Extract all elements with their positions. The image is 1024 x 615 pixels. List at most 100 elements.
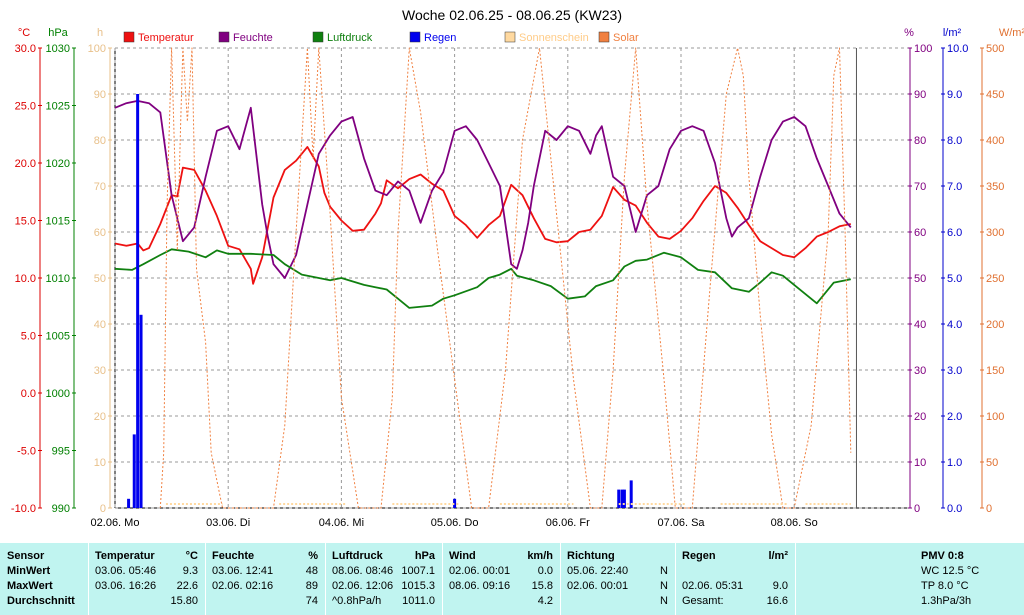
- rain-bar: [622, 489, 626, 508]
- axis-tick-label: 250: [986, 273, 1004, 285]
- sensor-column: Sensor MinWert MaxWert Durchschnitt: [0, 543, 88, 615]
- axis-tick-label: 30: [94, 365, 106, 377]
- axis-tick-label: 70: [94, 181, 106, 193]
- chart-title: Woche 02.06.25 - 08.06.25 (KW23): [402, 7, 622, 23]
- regen-header: Regen: [682, 550, 716, 562]
- luftdruck-avg-time: ^0.8hPa/h: [332, 595, 382, 607]
- legend-swatch: [504, 31, 516, 43]
- axis-tick-label: 60: [94, 227, 106, 239]
- axis-tick-label: 80: [94, 135, 106, 147]
- right-axes: %1009080706050403020100l/m²10.09.08.07.0…: [904, 27, 1024, 515]
- pmv-wc: WC 12.5 °C: [921, 565, 980, 577]
- axis-tick-label: 1025: [46, 101, 70, 113]
- axis-tick-label: -10.0: [11, 503, 36, 515]
- axis-tick-label: 50: [986, 457, 998, 469]
- richtung-header: Richtung: [567, 550, 615, 562]
- series-feuchte: [114, 100, 852, 279]
- axis-tick-label: 70: [914, 181, 926, 193]
- wind-avg-value: 4.2: [537, 595, 553, 607]
- axis-tick-label: 5.0: [947, 273, 962, 285]
- axis-tick-label: 1000: [46, 388, 70, 400]
- wind-max-value: 15.8: [531, 580, 553, 592]
- axis-unit: %: [904, 27, 914, 39]
- feuchte-unit: %: [308, 550, 318, 562]
- axis-tick-label: 10: [94, 457, 106, 469]
- rain-bar: [629, 480, 633, 508]
- legend-swatch: [218, 31, 230, 43]
- luftdruck-unit: hPa: [414, 550, 435, 562]
- axis-tick-label: 6.0: [947, 227, 962, 239]
- legend-swatch: [598, 31, 610, 43]
- luftdruck-max-time: 02.06. 12:06: [332, 580, 394, 592]
- axis-tick-label: 300: [986, 227, 1004, 239]
- x-tick-label: 08.06. So: [771, 517, 818, 529]
- axis-tick-label: 0.0: [21, 388, 36, 400]
- richtung-avg-value: N: [660, 595, 668, 607]
- axis-tick-label: 1010: [46, 273, 70, 285]
- axis-tick-label: 200: [986, 319, 1004, 331]
- luftdruck-min-value: 1007.1: [401, 565, 435, 577]
- series-luftdruck: [114, 248, 851, 309]
- axis-unit: h: [97, 27, 103, 39]
- regen-column: Regen l/m² 02.06. 05:31 9.0 Gesamt: 16.6: [675, 543, 796, 615]
- luftdruck-avg-value: 1011.0: [402, 595, 435, 607]
- chart-grid: [114, 47, 908, 509]
- wind-column: Wind km/h 02.06. 00:01 0.0 08.06. 09:16 15.8 4…: [442, 543, 561, 615]
- axis-tick-label: 100: [986, 411, 1004, 423]
- richtung-min-value: N: [660, 565, 668, 577]
- richtung-max-value: N: [660, 580, 668, 592]
- rain-bar: [132, 434, 136, 508]
- axis-tick-label: 60: [914, 227, 926, 239]
- wind-max-time: 08.06. 09:16: [449, 580, 511, 592]
- wind-min-time: 02.06. 00:01: [449, 565, 511, 577]
- legend-swatch: [409, 31, 421, 43]
- temperatur-column: Temperatur °C 03.06. 05:46 9.3 03.06. 16:26 2…: [88, 543, 206, 615]
- axis-tick-label: 990: [52, 503, 70, 515]
- legend-label: Feuchte: [233, 32, 273, 44]
- axis-tick-label: 50: [94, 273, 106, 285]
- feuchte-min-time: 03.06. 12:41: [212, 565, 274, 577]
- axis-tick-label: 1005: [46, 331, 70, 343]
- axis-tick-label: 20.0: [15, 158, 36, 170]
- axis-tick-label: 10: [914, 457, 926, 469]
- axis-tick-label: 8.0: [947, 135, 962, 147]
- axis-unit: hPa: [48, 27, 68, 39]
- axis-tick-label: 1015: [46, 216, 70, 228]
- rain-bar: [620, 489, 624, 508]
- wind-unit: km/h: [527, 550, 553, 562]
- axis-tick-label: 25.0: [15, 101, 36, 113]
- axis-tick-label: 7.0: [947, 181, 962, 193]
- axis-tick-label: 40: [94, 319, 106, 331]
- axis-tick-label: 0: [986, 503, 992, 515]
- axis-tick-label: 0.0: [947, 503, 962, 515]
- axis-tick-label: 0: [914, 503, 920, 515]
- axis-tick-label: 150: [986, 365, 1004, 377]
- wind-header: Wind: [449, 550, 476, 562]
- legend-label: Luftdruck: [327, 32, 373, 44]
- legend-label: Regen: [424, 32, 456, 44]
- luftdruck-column: Luftdruck hPa 08.06. 08:46 1007.1 02.06. 12:…: [325, 543, 443, 615]
- axis-tick-label: 100: [88, 43, 106, 55]
- regen-unit: l/m²: [768, 550, 788, 562]
- axis-tick-label: 995: [52, 446, 70, 458]
- axis-tick-label: 50: [914, 273, 926, 285]
- axis-tick-label: 90: [94, 89, 106, 101]
- sensor-header: Sensor: [7, 550, 45, 562]
- richtung-column: Richtung 05.06. 22:40 N 02.06. 00:01 N N: [560, 543, 676, 615]
- feuchte-header: Feuchte: [212, 550, 255, 562]
- feuchte-column: Feuchte% 03.06. 12:41 48 02.06. 02:16 89 74: [205, 543, 326, 615]
- axis-tick-label: 15.0: [15, 216, 36, 228]
- axis-tick-label: 4.0: [947, 319, 962, 331]
- axis-tick-label: 5.0: [21, 331, 36, 343]
- luftdruck-header: Luftdruck: [332, 550, 383, 562]
- regen-avg-value: 16.6: [766, 595, 788, 607]
- plot-area: [114, 47, 852, 509]
- axis-tick-label: 100: [914, 43, 932, 55]
- rain-bar: [617, 489, 621, 508]
- x-tick-label: 03.06. Di: [206, 517, 250, 529]
- axis-tick-label: 40: [914, 319, 926, 331]
- rain-bar: [127, 498, 131, 508]
- axis-tick-label: 450: [986, 89, 1004, 101]
- chart-legend: Temperatur Feuchte Luftdruck Regen Sonnensch…: [123, 31, 639, 44]
- axis-tick-label: 20: [914, 411, 926, 423]
